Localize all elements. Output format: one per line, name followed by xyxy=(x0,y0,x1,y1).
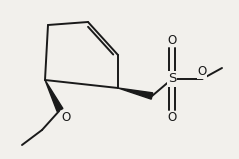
Text: O: O xyxy=(167,34,177,47)
Text: S: S xyxy=(168,73,176,86)
Text: O: O xyxy=(167,111,177,124)
Text: O: O xyxy=(61,111,70,124)
Polygon shape xyxy=(45,80,63,111)
Polygon shape xyxy=(118,88,153,99)
Text: O: O xyxy=(197,65,207,78)
